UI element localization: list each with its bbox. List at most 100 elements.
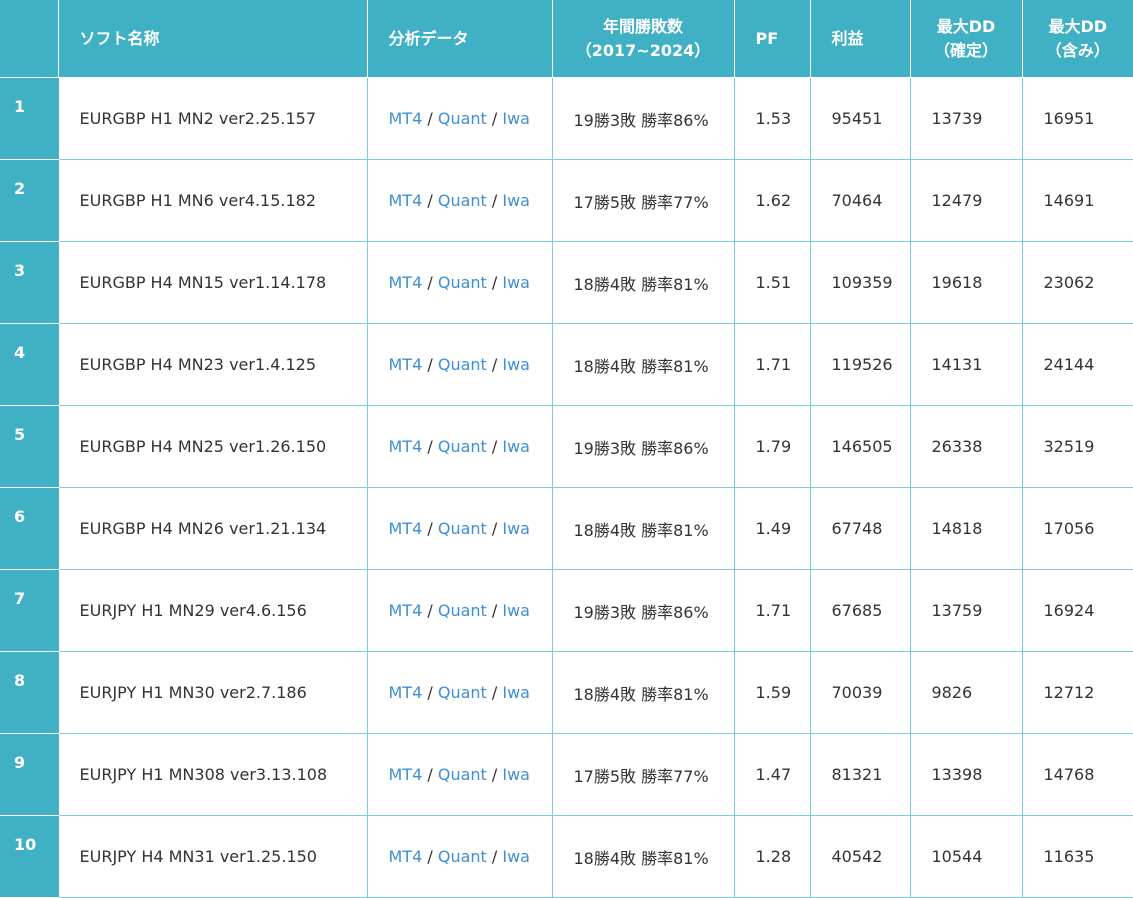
software-name-cell: EURGBP H4 MN23 ver1.4.125	[58, 323, 368, 406]
analysis-links-cell: MT4 / Quant / Iwa	[367, 159, 553, 242]
analysis-link-quant[interactable]: Quant	[437, 109, 487, 128]
header-annual-record: 年間勝敗数 （2017~2024）	[552, 0, 735, 78]
max-dd-confirmed-cell: 9826	[910, 651, 1023, 734]
analysis-link-mt4[interactable]: MT4	[388, 437, 423, 456]
analysis-link-iwa[interactable]: Iwa	[502, 601, 530, 620]
analysis-link-quant[interactable]: Quant	[437, 847, 487, 866]
analysis-link-quant[interactable]: Quant	[437, 273, 487, 292]
analysis-link-mt4[interactable]: MT4	[388, 355, 423, 374]
link-separator: /	[491, 109, 498, 128]
profit-cell: 81321	[810, 733, 911, 816]
link-separator: /	[427, 273, 433, 292]
link-separator: /	[427, 437, 433, 456]
pf-cell: 1.51	[734, 241, 811, 324]
annual-record-cell: 19勝3敗 勝率86%	[552, 77, 735, 160]
analysis-link-iwa[interactable]: Iwa	[502, 765, 530, 784]
rank-cell: 7	[0, 569, 59, 652]
max-dd-included-cell: 14768	[1022, 733, 1133, 816]
pf-cell: 1.79	[734, 405, 811, 488]
analysis-link-iwa[interactable]: Iwa	[502, 109, 530, 128]
analysis-link-quant[interactable]: Quant	[437, 519, 487, 538]
link-separator: /	[491, 519, 498, 538]
analysis-link-mt4[interactable]: MT4	[388, 519, 423, 538]
analysis-links-cell: MT4 / Quant / Iwa	[367, 733, 553, 816]
profit-cell: 70464	[810, 159, 911, 242]
analysis-link-iwa[interactable]: Iwa	[502, 273, 530, 292]
table-row: 1 EURGBP H1 MN2 ver2.25.157 MT4 / Quant / …	[0, 77, 1133, 160]
analysis-link-iwa[interactable]: Iwa	[502, 683, 530, 702]
header-max-dd-included-line2: （含み）	[1045, 40, 1110, 60]
max-dd-confirmed-cell: 14818	[910, 487, 1023, 570]
link-separator: /	[427, 191, 433, 210]
link-separator: /	[427, 847, 433, 866]
profit-cell: 40542	[810, 815, 911, 898]
link-separator: /	[427, 519, 433, 538]
analysis-link-mt4[interactable]: MT4	[388, 847, 423, 866]
analysis-link-iwa[interactable]: Iwa	[502, 519, 530, 538]
software-name-cell: EURGBP H1 MN2 ver2.25.157	[58, 77, 368, 160]
profit-cell: 109359	[810, 241, 911, 324]
header-max-dd-included: 最大DD （含み）	[1022, 0, 1133, 78]
max-dd-included-cell: 32519	[1022, 405, 1133, 488]
analysis-links-cell: MT4 / Quant / Iwa	[367, 487, 553, 570]
analysis-link-quant[interactable]: Quant	[437, 355, 487, 374]
analysis-link-quant[interactable]: Quant	[437, 601, 487, 620]
header-max-dd-included-wrap: 最大DD （含み）	[1046, 15, 1110, 63]
analysis-link-quant[interactable]: Quant	[437, 437, 487, 456]
max-dd-included-cell: 16951	[1022, 77, 1133, 160]
link-separator: /	[427, 601, 433, 620]
header-profit: 利益	[810, 0, 911, 78]
max-dd-confirmed-cell: 12479	[910, 159, 1023, 242]
rank-cell: 3	[0, 241, 59, 324]
analysis-link-quant[interactable]: Quant	[437, 683, 487, 702]
analysis-links-cell: MT4 / Quant / Iwa	[367, 241, 553, 324]
analysis-links-cell: MT4 / Quant / Iwa	[367, 569, 553, 652]
analysis-link-mt4[interactable]: MT4	[388, 273, 423, 292]
table-row: 6 EURGBP H4 MN26 ver1.21.134 MT4 / Quant /…	[0, 487, 1133, 570]
max-dd-included-cell: 24144	[1022, 323, 1133, 406]
analysis-link-iwa[interactable]: Iwa	[502, 847, 530, 866]
link-separator: /	[491, 847, 498, 866]
link-separator: /	[491, 601, 498, 620]
max-dd-confirmed-cell: 13759	[910, 569, 1023, 652]
rank-cell: 8	[0, 651, 59, 734]
max-dd-confirmed-cell: 26338	[910, 405, 1023, 488]
analysis-links-cell: MT4 / Quant / Iwa	[367, 323, 553, 406]
link-separator: /	[491, 765, 498, 784]
profit-cell: 70039	[810, 651, 911, 734]
analysis-link-mt4[interactable]: MT4	[388, 109, 423, 128]
analysis-link-iwa[interactable]: Iwa	[502, 355, 530, 374]
analysis-link-quant[interactable]: Quant	[437, 191, 487, 210]
pf-cell: 1.53	[734, 77, 811, 160]
header-max-dd-confirmed-line1: 最大DD	[936, 16, 996, 36]
profit-cell: 119526	[810, 323, 911, 406]
analysis-link-mt4[interactable]: MT4	[388, 683, 423, 702]
analysis-link-mt4[interactable]: MT4	[388, 765, 423, 784]
analysis-link-mt4[interactable]: MT4	[388, 601, 423, 620]
software-name-cell: EURJPY H1 MN308 ver3.13.108	[58, 733, 368, 816]
analysis-links-cell: MT4 / Quant / Iwa	[367, 405, 553, 488]
software-name-cell: EURJPY H1 MN29 ver4.6.156	[58, 569, 368, 652]
profit-cell: 67748	[810, 487, 911, 570]
analysis-link-iwa[interactable]: Iwa	[502, 437, 530, 456]
rank-cell: 2	[0, 159, 59, 242]
pf-cell: 1.28	[734, 815, 811, 898]
analysis-link-iwa[interactable]: Iwa	[502, 191, 530, 210]
profit-cell: 95451	[810, 77, 911, 160]
analysis-link-quant[interactable]: Quant	[437, 765, 487, 784]
rank-cell: 6	[0, 487, 59, 570]
link-separator: /	[491, 273, 498, 292]
table-row: 10 EURJPY H4 MN31 ver1.25.150 MT4 / Quant …	[0, 815, 1133, 898]
table-row: 7 EURJPY H1 MN29 ver4.6.156 MT4 / Quant / …	[0, 569, 1133, 652]
max-dd-included-cell: 12712	[1022, 651, 1133, 734]
rank-cell: 4	[0, 323, 59, 406]
link-separator: /	[427, 109, 433, 128]
max-dd-confirmed-cell: 19618	[910, 241, 1023, 324]
table-row: 4 EURGBP H4 MN23 ver1.4.125 MT4 / Quant / …	[0, 323, 1133, 406]
max-dd-confirmed-cell: 13739	[910, 77, 1023, 160]
software-name-cell: EURJPY H1 MN30 ver2.7.186	[58, 651, 368, 734]
max-dd-included-cell: 14691	[1022, 159, 1133, 242]
analysis-link-mt4[interactable]: MT4	[388, 191, 423, 210]
rank-cell: 5	[0, 405, 59, 488]
